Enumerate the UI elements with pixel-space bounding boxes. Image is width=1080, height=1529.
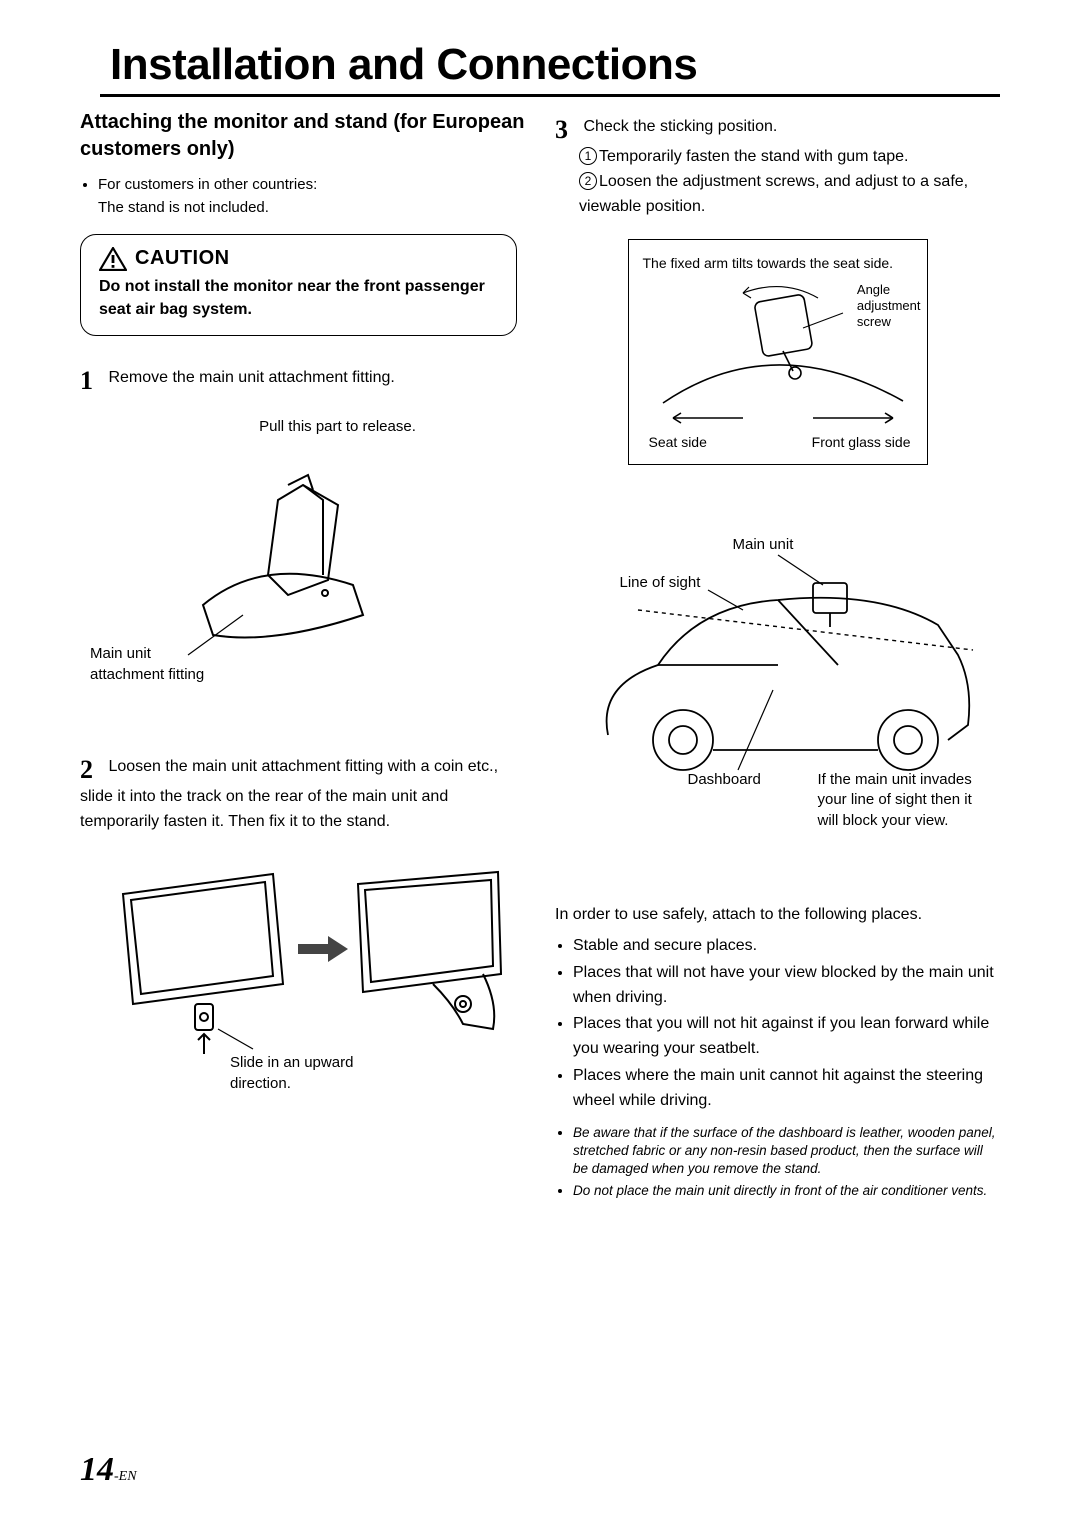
diagram-front-label: Front glass side [812, 433, 911, 452]
note-line1: For customers in other countries: [98, 176, 317, 193]
caution-title: CAUTION [135, 247, 230, 270]
step-3-num: 3 [555, 115, 579, 145]
circled-1-icon: 1 [579, 147, 597, 165]
safe-b3: Places that you will not hit against if … [573, 1012, 1000, 1062]
figure-1: Pull this part to release. Main unit [80, 416, 525, 685]
warning-icon [99, 247, 127, 271]
step-1-text: Remove the main unit attachment fitting. [108, 369, 394, 386]
step-1-num: 1 [80, 366, 104, 396]
page-number: 14-EN [80, 1451, 137, 1489]
figure-2: Slide in an upward direction. [80, 854, 525, 1094]
content-columns: Attaching the monitor and stand (for Eur… [80, 109, 1000, 1204]
step-3-text: Check the sticking position. [583, 118, 777, 135]
step3-sub2: Loosen the adjustment screws, and adjust… [579, 173, 968, 215]
page-number-suffix: -EN [114, 1469, 137, 1484]
caution-box: CAUTION Do not install the monitor near … [80, 234, 517, 336]
caution-body: Do not install the monitor near the fron… [99, 275, 498, 321]
customer-note: For customers in other countries: The st… [98, 173, 525, 220]
figure-2-svg [103, 854, 503, 1074]
step-3-sublist: 1Temporarily fasten the stand with gum t… [555, 145, 1000, 219]
safe-intro: In order to use safely, attach to the fo… [555, 903, 1000, 928]
page-title: Installation and Connections [100, 40, 1000, 97]
safe-places-list: Stable and secure places. Places that wi… [573, 934, 1000, 1114]
section-heading: Attaching the monitor and stand (for Eur… [80, 109, 525, 163]
diagram-angle-label: Angle adjustment screw [857, 282, 921, 329]
step-2-text: Loosen the main unit attachment fitting … [80, 758, 498, 830]
fig2-label: Slide in an upward direction. [230, 1052, 410, 1094]
car-main-unit-label: Main unit [733, 535, 794, 555]
right-column: 3 Check the sticking position. 1Temporar… [555, 109, 1000, 1204]
car-dashboard-label: Dashboard [688, 770, 761, 790]
step-2: 2 Loosen the main unit attachment fittin… [80, 755, 525, 835]
diagram-seat-label: Seat side [649, 433, 707, 452]
italic-n2: Do not place the main unit directly in f… [573, 1182, 1000, 1200]
step-2-num: 2 [80, 755, 104, 785]
italic-n1: Be aware that if the surface of the dash… [573, 1124, 1000, 1179]
left-column: Attaching the monitor and stand (for Eur… [80, 109, 525, 1204]
safe-b4: Places where the main unit cannot hit ag… [573, 1064, 1000, 1114]
note-line2: The stand is not included. [98, 199, 269, 216]
fig1-bottom-label: Main unit attachment fitting [90, 643, 525, 685]
tilt-diagram-box: The fixed arm tilts towards the seat sid… [628, 239, 928, 465]
fig1-top-label: Pull this part to release. [150, 416, 525, 437]
page-number-big: 14 [80, 1451, 114, 1488]
step3-sub1: Temporarily fasten the stand with gum ta… [599, 148, 909, 165]
step-3: 3 Check the sticking position. 1Temporar… [555, 115, 1000, 219]
safe-b2: Places that will not have your view bloc… [573, 961, 1000, 1011]
circled-2-icon: 2 [579, 172, 597, 190]
car-figure: Main unit Line of sight Dashboard If the… [578, 515, 978, 815]
car-note-label: If the main unit invades your line of si… [818, 770, 978, 831]
diagram-top-text: The fixed arm tilts towards the seat sid… [643, 254, 917, 273]
step-1: 1 Remove the main unit attachment fittin… [80, 366, 525, 396]
car-los-label: Line of sight [620, 573, 701, 593]
italic-notes: Be aware that if the surface of the dash… [573, 1124, 1000, 1201]
safe-b1: Stable and secure places. [573, 934, 1000, 959]
figure-1-svg [173, 445, 433, 665]
